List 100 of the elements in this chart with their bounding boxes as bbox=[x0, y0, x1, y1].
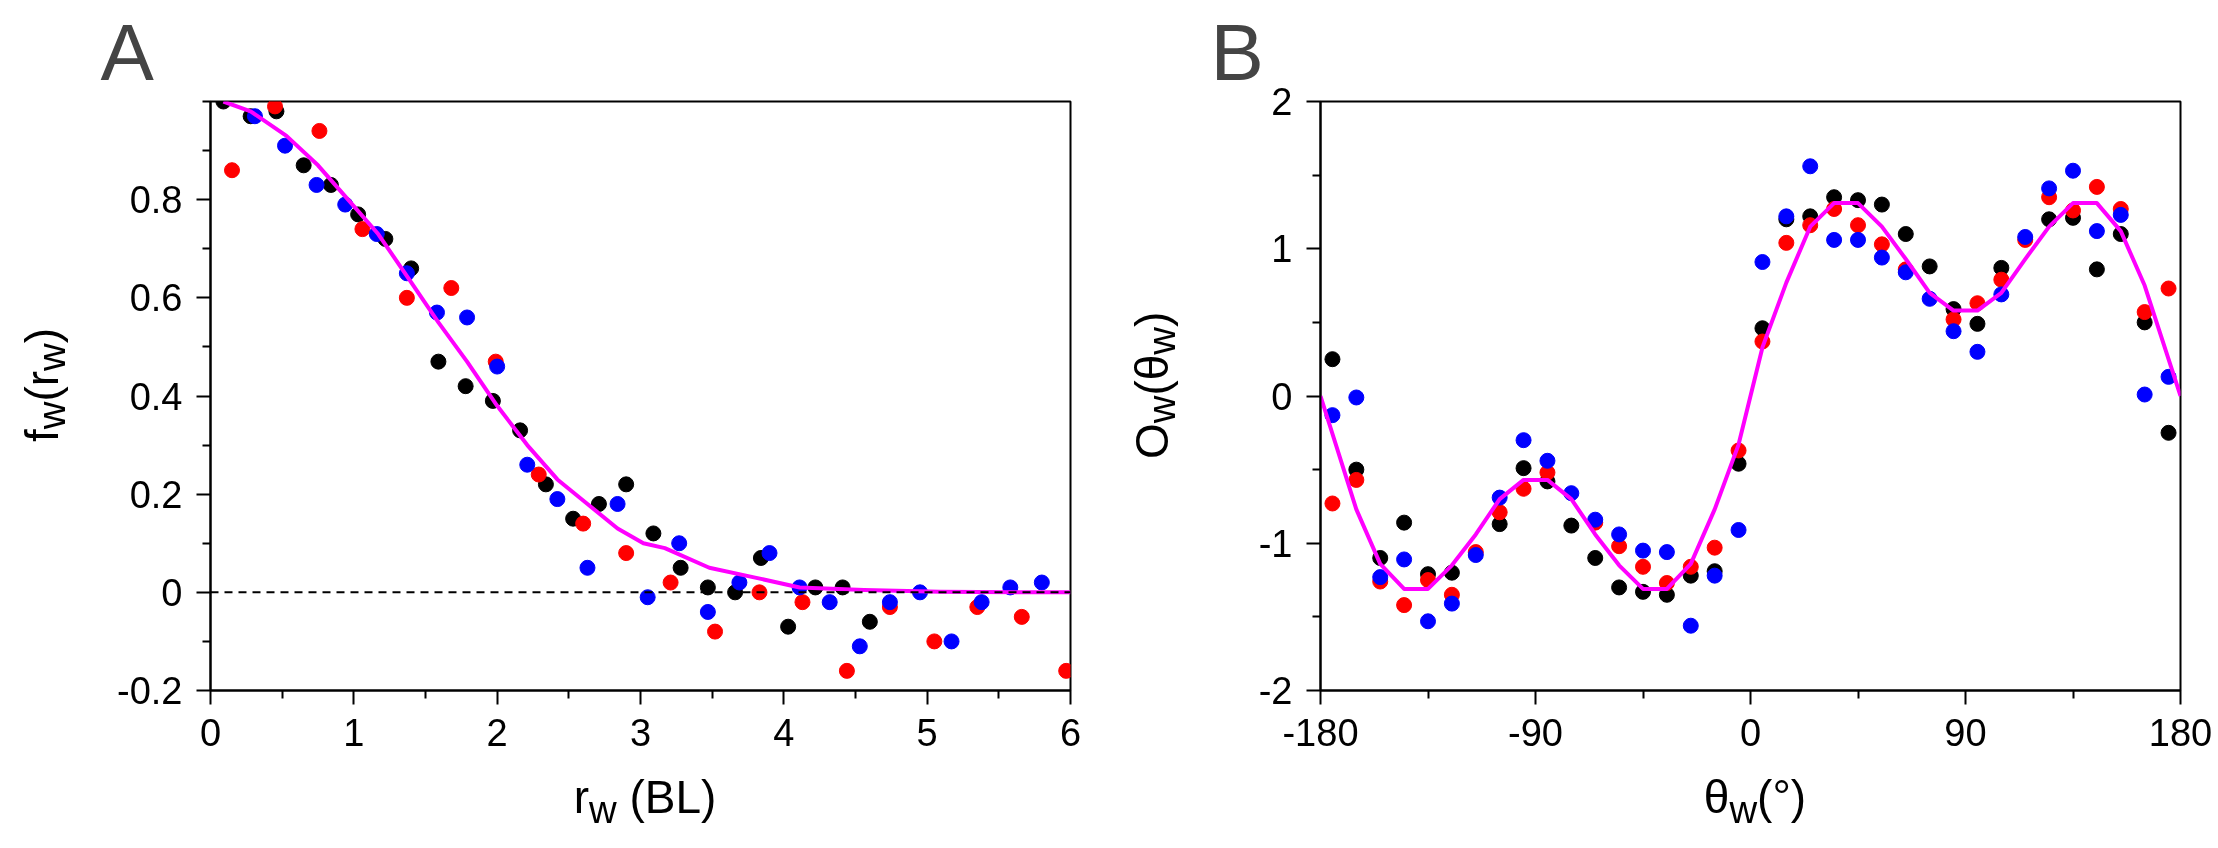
point bbox=[780, 618, 797, 635]
x-tick-label: 5 bbox=[916, 711, 938, 754]
point bbox=[1897, 226, 1914, 243]
point bbox=[751, 584, 768, 601]
y-tick-label: 0 bbox=[161, 571, 183, 614]
x-tick-label: 90 bbox=[1944, 711, 1987, 754]
x-tick-label: 0 bbox=[1739, 711, 1762, 754]
point bbox=[2088, 261, 2105, 278]
point bbox=[1969, 343, 1986, 360]
point bbox=[224, 162, 240, 179]
point bbox=[1873, 196, 1890, 213]
x-tick-label: 4 bbox=[773, 711, 795, 754]
point bbox=[2065, 162, 2081, 179]
y-tick-label: 2 bbox=[1271, 81, 1293, 123]
point bbox=[443, 280, 460, 296]
x-tick-label: 180 bbox=[2148, 711, 2213, 754]
point bbox=[851, 638, 868, 655]
point bbox=[699, 603, 716, 620]
point bbox=[821, 594, 838, 611]
point bbox=[671, 535, 688, 552]
point bbox=[1706, 567, 1723, 584]
point bbox=[354, 221, 371, 238]
y-tick-label: -1 bbox=[1258, 522, 1293, 565]
point bbox=[530, 466, 547, 483]
point bbox=[1826, 231, 1843, 248]
point bbox=[277, 137, 294, 154]
point bbox=[672, 559, 689, 576]
point bbox=[2088, 223, 2105, 240]
point bbox=[1850, 217, 1866, 234]
x-tick-label: 0 bbox=[199, 711, 222, 754]
point bbox=[575, 515, 592, 532]
point bbox=[1850, 231, 1866, 248]
point bbox=[618, 476, 635, 493]
point bbox=[1754, 254, 1771, 270]
point bbox=[1945, 323, 1962, 340]
point bbox=[943, 633, 960, 650]
point bbox=[308, 176, 325, 193]
point bbox=[1658, 544, 1675, 561]
point bbox=[645, 525, 662, 542]
point bbox=[1539, 452, 1556, 469]
point bbox=[1324, 351, 1341, 368]
chart-title: A bbox=[100, 7, 155, 97]
point bbox=[1515, 460, 1532, 477]
x-axis-title: r$_{w}$ (BL) bbox=[573, 770, 717, 834]
point bbox=[2160, 424, 2177, 441]
point bbox=[794, 594, 811, 611]
point bbox=[1587, 549, 1604, 566]
y-tick-label: -2 bbox=[1258, 670, 1293, 712]
point bbox=[1515, 432, 1532, 449]
point bbox=[2136, 386, 2153, 403]
point bbox=[926, 633, 943, 650]
point bbox=[1033, 574, 1050, 591]
point bbox=[549, 491, 566, 508]
point bbox=[699, 579, 716, 596]
point bbox=[1396, 551, 1413, 568]
point bbox=[881, 594, 898, 611]
point bbox=[1348, 471, 1365, 488]
point bbox=[1969, 315, 1986, 332]
point bbox=[398, 289, 415, 306]
point bbox=[618, 545, 635, 562]
point bbox=[489, 358, 506, 375]
x-tick-label: -180 bbox=[1282, 711, 1359, 754]
point bbox=[662, 574, 679, 591]
point bbox=[1778, 234, 1795, 251]
point bbox=[1635, 542, 1651, 559]
point bbox=[1611, 526, 1628, 543]
point bbox=[761, 545, 778, 562]
point bbox=[1802, 158, 1819, 175]
point bbox=[1730, 522, 1747, 538]
point bbox=[639, 589, 656, 606]
point bbox=[519, 456, 536, 473]
y-tick-label: 0 bbox=[1271, 375, 1293, 418]
x-tick-label: 6 bbox=[1059, 711, 1082, 754]
point bbox=[973, 594, 990, 611]
point bbox=[2041, 180, 2058, 197]
point bbox=[1682, 617, 1699, 634]
point bbox=[1348, 389, 1365, 406]
point bbox=[1611, 579, 1628, 596]
point bbox=[1635, 558, 1651, 575]
point bbox=[579, 559, 596, 576]
point bbox=[267, 101, 283, 115]
point bbox=[1324, 495, 1341, 512]
point bbox=[1921, 258, 1938, 275]
point bbox=[311, 122, 328, 139]
x-tick-label: 1 bbox=[343, 711, 365, 754]
point bbox=[590, 496, 607, 512]
point bbox=[1420, 613, 1436, 630]
y-tick-label: -0.2 bbox=[117, 670, 183, 712]
point bbox=[457, 378, 474, 395]
point bbox=[1013, 608, 1030, 625]
y-tick-label: 0.8 bbox=[129, 179, 183, 222]
point bbox=[459, 309, 476, 326]
point bbox=[1563, 517, 1580, 534]
point bbox=[1873, 236, 1890, 253]
y-tick-label: 0.4 bbox=[129, 375, 183, 418]
point bbox=[1443, 595, 1460, 612]
point bbox=[1396, 514, 1413, 531]
point bbox=[2136, 304, 2153, 321]
y-tick-label: 0.6 bbox=[129, 277, 183, 320]
x-tick-label: -90 bbox=[1508, 711, 1563, 754]
